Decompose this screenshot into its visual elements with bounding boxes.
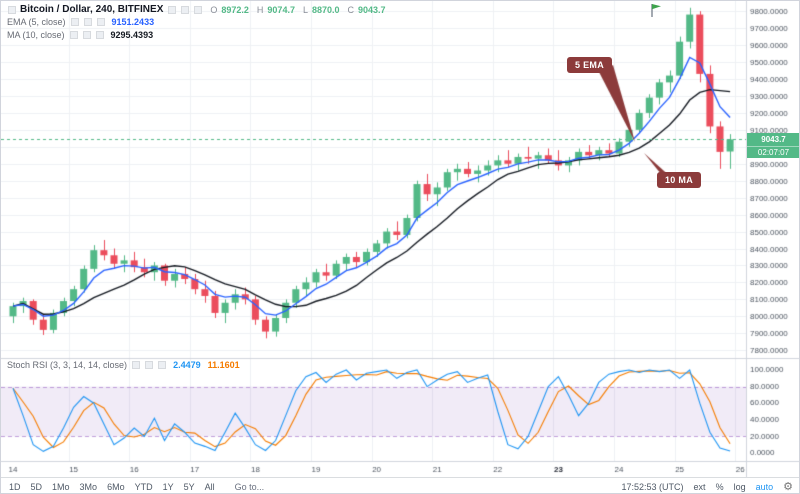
indicator-row-ema: EMA (5, close) 9151.2433 [7, 17, 154, 27]
range-button[interactable]: 3Mo [79, 481, 98, 492]
close-icon[interactable] [95, 31, 104, 39]
eye-icon[interactable] [168, 5, 177, 14]
eye-icon[interactable] [70, 18, 79, 26]
clock-label[interactable]: 17:52:53 (UTC) [621, 481, 684, 492]
range-button[interactable]: 1Y [162, 481, 174, 492]
gear-icon[interactable] [181, 5, 190, 14]
settings-gear-icon[interactable]: ⚙ [783, 481, 793, 493]
close-icon[interactable] [194, 5, 203, 14]
stoch-legend-row: Stoch RSI (3, 3, 14, 14, close) 2.4479 1… [7, 360, 240, 370]
ohlc-close-label: C [347, 4, 355, 15]
log-button[interactable]: log [733, 481, 746, 492]
ohlc-open-value: 8972.2 [221, 4, 249, 15]
goto-button[interactable]: Go to... [234, 481, 265, 492]
symbol-icon[interactable] [8, 5, 16, 14]
ohlc-open-label: O [210, 4, 218, 15]
ohlc-high-label: H [256, 4, 264, 15]
range-button[interactable]: 1D [9, 481, 21, 492]
range-button[interactable]: All [204, 481, 215, 492]
ema-indicator-label[interactable]: EMA (5, close) [7, 17, 66, 27]
percent-button[interactable]: % [715, 481, 724, 492]
ohlc-high-value: 9074.7 [267, 4, 295, 15]
range-button[interactable]: 5D [30, 481, 43, 492]
axis-settings: 17:52:53 (UTC) ext % log auto ⚙ [622, 480, 793, 493]
ohlc-low-value: 8870.0 [311, 4, 340, 15]
range-button[interactable]: YTD [134, 481, 153, 492]
flag-marker-icon[interactable] [649, 3, 663, 23]
stoch-indicator-label[interactable]: Stoch RSI (3, 3, 14, 14, close) [7, 360, 128, 370]
ma-indicator-label[interactable]: MA (10, close) [7, 30, 65, 40]
ma-indicator-value: 9295.4393 [110, 30, 154, 40]
current-price-value: 9043.7 [761, 135, 786, 144]
ohlc-low-label: L [302, 4, 308, 15]
ema-indicator-value: 9151.2433 [111, 17, 155, 27]
gear-icon[interactable] [82, 31, 91, 39]
bar-countdown: 02:07:07 [747, 146, 799, 158]
range-button[interactable]: 1Mo [52, 481, 70, 492]
auto-button[interactable]: auto [755, 481, 774, 492]
callout-10ma[interactable]: 10 MA [657, 172, 702, 188]
range-selector: 1D 5D 1Mo 3Mo 6Mo YTD 1Y 5Y All Go to... [9, 482, 264, 492]
symbol-legend: Bitcoin / Dollar, 240, BITFINEX O 8972.2… [7, 4, 386, 15]
stoch-d-value: 11.1601 [207, 360, 240, 370]
gear-icon[interactable] [83, 18, 92, 26]
ext-button[interactable]: ext [693, 481, 706, 492]
chart-canvas[interactable] [1, 1, 799, 477]
symbol-title[interactable]: Bitcoin / Dollar, 240, BITFINEX [20, 4, 164, 15]
ohlc-close-value: 9043.7 [358, 4, 386, 15]
range-button[interactable]: 6Mo [107, 481, 125, 492]
current-price-tag: 9043.7 02:07:07 [747, 133, 799, 158]
bottom-toolbar: 1D 5D 1Mo 3Mo 6Mo YTD 1Y 5Y All Go to...… [1, 477, 799, 493]
stoch-k-value: 2.4479 [173, 360, 201, 370]
range-button[interactable]: 5Y [183, 481, 195, 492]
close-icon[interactable] [96, 18, 105, 26]
callout-5ema[interactable]: 5 EMA [567, 57, 613, 73]
eye-icon[interactable] [69, 31, 78, 39]
close-icon[interactable] [158, 361, 167, 369]
gear-icon[interactable] [145, 361, 154, 369]
eye-icon[interactable] [132, 361, 141, 369]
indicator-row-ma: MA (10, close) 9295.4393 [7, 30, 153, 40]
